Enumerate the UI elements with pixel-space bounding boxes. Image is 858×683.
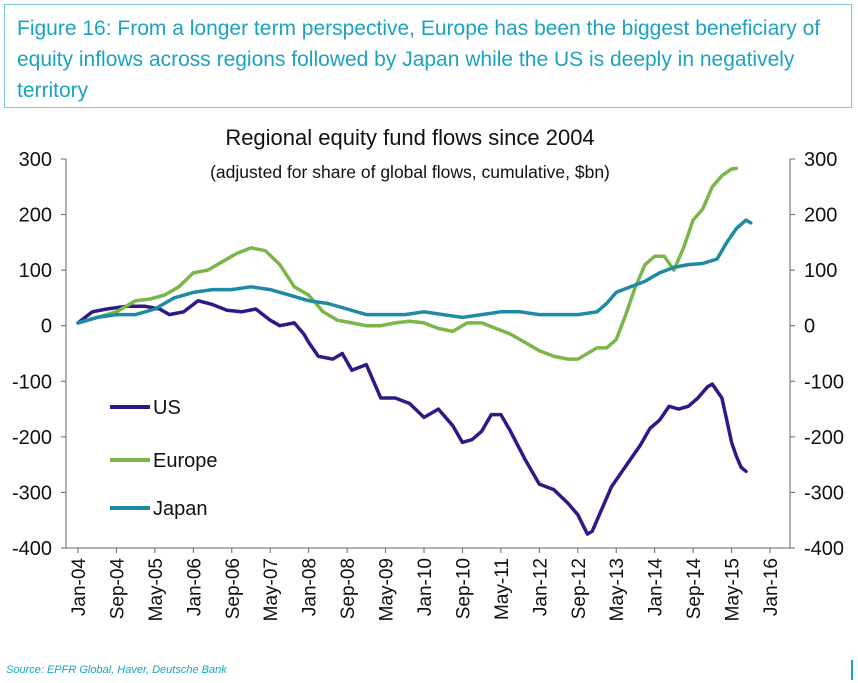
- series-line-japan: [76, 218, 753, 325]
- source-note: Source: EPFR Global, Haver, Deutsche Ban…: [6, 664, 227, 676]
- figure-caption: Figure 16: From a longer term perspectiv…: [17, 17, 821, 102]
- x-tick-label: Sep-10: [453, 558, 474, 619]
- chart-subtitle: (adjusted for share of global flows, cum…: [210, 162, 610, 182]
- y-tick-label-left: -300: [12, 482, 52, 504]
- x-tick-label: Jan-10: [415, 558, 436, 616]
- series-line-us: [76, 298, 748, 536]
- x-tick-label: Jan-06: [184, 558, 205, 616]
- x-tick-label: Sep-12: [569, 558, 590, 619]
- corner-marker: [851, 660, 853, 680]
- series-line-europe: [76, 166, 739, 361]
- x-tick-label: Sep-04: [107, 558, 128, 620]
- y-tick-label-left: 200: [19, 205, 52, 227]
- x-tick-label: Jan-08: [300, 558, 321, 616]
- x-tick-label: Jan-12: [530, 558, 551, 616]
- x-tick-label: Sep-14: [684, 558, 705, 620]
- chart: Regional equity fund flows since 2004 (a…: [12, 125, 844, 621]
- y-tick-label-left: 0: [41, 316, 52, 338]
- y-tick-label-left: -400: [12, 538, 52, 560]
- y-tick-label-right: -100: [804, 371, 844, 393]
- caption-box: Figure 16: From a longer term perspectiv…: [4, 4, 852, 108]
- y-tick-label-right: 300: [804, 149, 837, 171]
- x-tick-label: Jan-16: [761, 558, 782, 616]
- y-tick-label-left: 100: [19, 260, 52, 282]
- x-tick-label: May-15: [723, 558, 744, 621]
- x-tick-label: Sep-08: [338, 558, 359, 619]
- y-tick-label-left: 300: [19, 149, 52, 171]
- y-tick-label-left: -200: [12, 427, 52, 449]
- y-tick-label-right: -400: [804, 538, 844, 560]
- x-tick-label: May-11: [492, 558, 513, 620]
- y-tick-label-right: 200: [804, 205, 837, 227]
- legend-label-us: US: [153, 397, 181, 419]
- chart-title: Regional equity fund flows since 2004: [225, 125, 594, 150]
- x-tick-label: May-07: [261, 558, 282, 621]
- x-tick-label: May-05: [146, 558, 167, 621]
- x-tick-label: May-13: [607, 558, 628, 621]
- x-tick-label: May-09: [377, 558, 398, 621]
- x-tick-label: Jan-04: [69, 558, 90, 617]
- legend-label-europe: Europe: [153, 450, 218, 472]
- y-tick-label-right: -200: [804, 427, 844, 449]
- y-tick-label-right: 100: [804, 260, 837, 282]
- x-tick-label: Jan-14: [646, 558, 667, 617]
- legend-label-japan: Japan: [153, 498, 208, 520]
- y-tick-label-right: -300: [804, 482, 844, 504]
- y-tick-label-right: 0: [804, 316, 815, 338]
- x-tick-label: Sep-06: [223, 558, 244, 619]
- y-tick-label-left: -100: [12, 371, 52, 393]
